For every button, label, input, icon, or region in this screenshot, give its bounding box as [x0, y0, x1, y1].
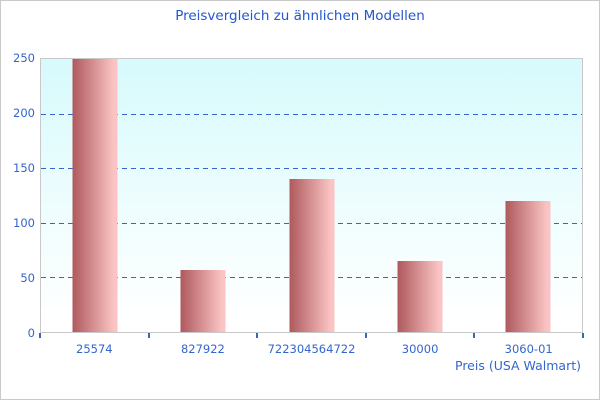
plot-area	[40, 58, 583, 333]
y-tick-label-250: 250	[13, 51, 35, 65]
gridline-y150	[41, 168, 582, 170]
x-tick-mark	[473, 333, 476, 338]
y-tick-label-50: 50	[20, 271, 35, 285]
bar-3060-01	[505, 200, 551, 332]
y-tick-label-0: 0	[27, 326, 35, 340]
bar-30000	[397, 261, 443, 332]
y-tick-label-150: 150	[13, 161, 35, 175]
x-tick-mark	[39, 333, 41, 338]
y-tick-label-200: 200	[13, 106, 35, 120]
x-tick-mark	[147, 333, 150, 338]
x-tick-mark	[582, 333, 584, 338]
x-tick-label-30000: 30000	[401, 342, 439, 356]
x-axis-title: Preis (USA Walmart)	[455, 358, 581, 373]
gridline-y200	[41, 113, 582, 115]
chart-title: Preisvergleich zu ähnlichen Modellen	[175, 8, 425, 24]
x-tick-label-3060-01: 3060-01	[504, 342, 553, 356]
y-tick-label-100: 100	[13, 216, 35, 230]
bar-827922	[180, 269, 226, 332]
x-tick-mark	[256, 333, 259, 338]
x-tick-label-722304564722: 722304564722	[267, 342, 356, 356]
x-tick-label-827922: 827922	[180, 342, 225, 356]
x-tick-label-25574: 25574	[76, 342, 113, 356]
x-tick-mark	[364, 333, 367, 338]
bar-722304564722	[289, 179, 334, 332]
bar-25574	[72, 59, 118, 332]
